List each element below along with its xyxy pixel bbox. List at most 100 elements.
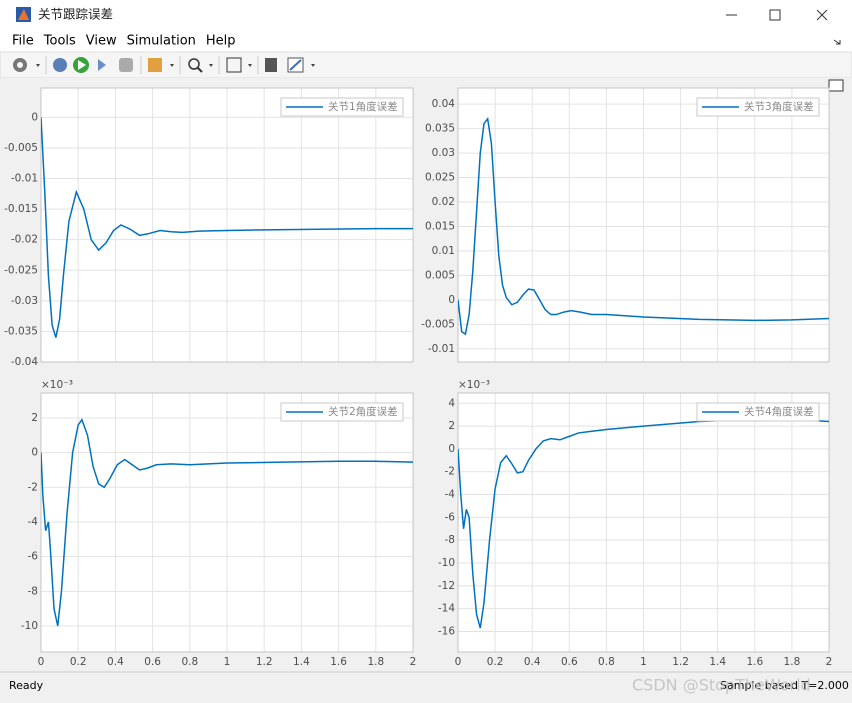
toolbar: [0, 51, 852, 79]
y-tick-label: -2: [28, 481, 38, 493]
menu-bar: [0, 30, 852, 52]
y-tick-label: 0.025: [425, 172, 455, 184]
y-tick-label: 4: [448, 397, 455, 409]
run-icon: [78, 60, 86, 70]
y-tick-label: -12: [438, 580, 455, 592]
y-tick-label: 0: [448, 294, 455, 306]
y-tick-label: -8: [445, 534, 455, 546]
axes-box: [457, 87, 830, 363]
window-title: 关节跟踪误差: [38, 7, 113, 22]
status-bar: [0, 672, 852, 703]
legend-box: [280, 97, 404, 117]
plots: -0.04 -0.035 -0.03 -0.025 -0.02 -0.015 -0.01 -0…: [4, 87, 832, 668]
x-tick-label: 0.8: [181, 656, 198, 668]
data-line: [41, 418, 413, 627]
trigger-button[interactable]: [265, 58, 277, 72]
legend-box: [696, 402, 820, 422]
settings-hole: [17, 62, 23, 68]
y-tick-label: -0.025: [4, 264, 38, 276]
axes-box: [457, 392, 830, 653]
legend-box: [280, 402, 404, 422]
cursor-icon: [289, 59, 302, 71]
x-tick-label: 1.2: [672, 656, 689, 668]
x-tick-label: 0.6: [561, 656, 578, 668]
y-tick-label: -0.01: [11, 173, 38, 185]
x-tick-label: 1.8: [367, 656, 384, 668]
y-tick-label: -10: [438, 557, 455, 569]
y-tick-label: -0.03: [11, 295, 38, 307]
x-tick-label: 1: [640, 656, 647, 668]
legend-label: 关节3角度误差: [744, 100, 814, 113]
x-tick-label: 1.8: [784, 656, 801, 668]
legend-label: 关节1角度误差: [328, 100, 398, 113]
title-bar: [0, 0, 852, 30]
maximize-button[interactable]: [769, 9, 781, 21]
x-tick-label: 0: [38, 656, 45, 668]
y-tick-label: -0.005: [421, 318, 455, 330]
x-tick-label: 1.2: [256, 656, 273, 668]
x-tick-label: 2: [410, 656, 417, 668]
menu-item[interactable]: Simulation: [127, 34, 196, 49]
y-tick-label: -8: [28, 585, 38, 597]
y-tick-label: 0.04: [432, 98, 456, 110]
y-tick-label: 0.01: [432, 245, 455, 257]
y-tick-label: -10: [21, 620, 38, 632]
y-tick-label: -4: [445, 489, 456, 501]
highlight-button[interactable]: [148, 58, 162, 72]
x-tick-label: 1: [224, 656, 231, 668]
zoom-handle: [197, 67, 203, 73]
app-icon-shape: [18, 9, 29, 20]
step-back-button[interactable]: [53, 58, 67, 72]
watermark: CSDN @StopTheWorld: [632, 676, 811, 695]
x-tick-label: 0.4: [524, 656, 541, 668]
y-tick-label: -6: [28, 551, 39, 563]
x-tick-label: 1.6: [330, 656, 347, 668]
menu-item[interactable]: File: [12, 34, 34, 49]
x-tick-label: 0.4: [107, 656, 124, 668]
y-multiplier: ×10⁻³: [41, 379, 73, 391]
menu-item[interactable]: View: [86, 34, 117, 49]
y-tick-label: -16: [438, 625, 455, 637]
data-line: [41, 117, 413, 338]
y-tick-label: 0: [31, 447, 38, 459]
dropdown[interactable]: [170, 64, 174, 67]
menu-item[interactable]: Tools: [43, 34, 76, 49]
menu-group: File Tools View Simulation Help: [12, 34, 236, 49]
legend-box: [696, 97, 820, 117]
legend-label: 关节2角度误差: [328, 405, 398, 418]
y-tick-label: 0.015: [425, 220, 455, 232]
dropdown[interactable]: [248, 64, 252, 67]
axes-box: [40, 87, 414, 363]
autoscale-button[interactable]: [226, 57, 242, 73]
y-tick-label: -2: [445, 466, 455, 478]
y-tick-label: 0.035: [425, 123, 455, 135]
y-tick-label: 0.005: [425, 269, 455, 281]
status-sample-time: Sample based T=2.000: [720, 679, 849, 692]
y-tick-label: 2: [31, 412, 38, 424]
undock-button[interactable]: [828, 79, 844, 92]
y-tick-label: 0.02: [432, 196, 455, 208]
close-button[interactable]: [816, 9, 828, 21]
y-tick-label: -0.015: [4, 203, 38, 215]
y-tick-label: -0.02: [11, 234, 38, 246]
dropdown[interactable]: [311, 64, 315, 67]
x-tick-label: 0: [455, 656, 462, 668]
x-tick-label: 1.6: [746, 656, 763, 668]
y-tick-label: 0: [31, 111, 38, 123]
status-text: Ready: [9, 679, 44, 692]
dropdown[interactable]: [209, 64, 213, 67]
step-forward-button[interactable]: [98, 59, 106, 71]
y-tick-label: -4: [28, 516, 39, 528]
x-tick-label: 0.8: [598, 656, 615, 668]
x-tick-label: 0.6: [144, 656, 161, 668]
x-tick-label: 0.2: [70, 656, 87, 668]
data-line: [458, 418, 829, 629]
data-line: [458, 116, 829, 336]
y-tick-label: -0.035: [4, 325, 38, 337]
dropdown[interactable]: [36, 64, 40, 67]
menu-arrow: [833, 39, 841, 45]
y-tick-label: -0.01: [428, 343, 455, 355]
zoom-button[interactable]: [188, 58, 200, 70]
stop-button[interactable]: [119, 58, 133, 72]
menu-item[interactable]: Help: [206, 34, 236, 49]
